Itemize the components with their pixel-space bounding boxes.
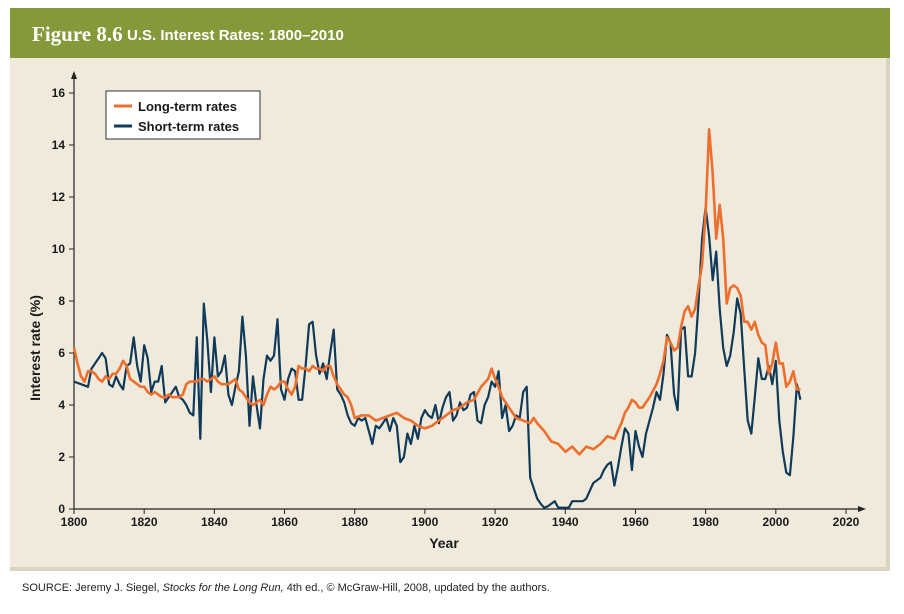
x-tick-label: 1840 <box>201 515 228 529</box>
y-axis-arrow <box>71 71 77 79</box>
y-tick-label: 4 <box>58 398 65 412</box>
y-tick-label: 6 <box>58 346 65 360</box>
y-tick-label: 8 <box>58 294 65 308</box>
chart-panel: 1800 1820 1840 1860 1880 1900 1920 1940 1960 1980… <box>10 58 890 571</box>
source-prefix: SOURCE: Jeremy J. Siegel, <box>22 582 163 594</box>
x-tick-label: 2000 <box>762 515 789 529</box>
y-tick-label: 14 <box>52 138 66 152</box>
legend-label-short-term: Short-term rates <box>138 119 239 134</box>
legend-label-long-term: Long-term rates <box>138 99 237 114</box>
y-axis-title: Interest rate (%) <box>27 295 43 401</box>
source-book-title: Stocks for the Long Run, <box>162 582 284 594</box>
x-tick-label: 1820 <box>131 515 158 529</box>
x-axis-title: Year <box>429 535 459 551</box>
legend-box <box>105 90 261 140</box>
x-tick-label: 1920 <box>482 515 509 529</box>
series-line-short-term <box>73 206 802 509</box>
x-tick-label: 1980 <box>692 515 719 529</box>
x-tick-label: 1800 <box>61 515 88 529</box>
y-tick-label: 2 <box>58 450 65 464</box>
y-tick-label: 10 <box>52 242 66 256</box>
source-suffix: 4th ed., © McGraw-Hill, 2008, updated by… <box>283 582 550 594</box>
figure-header: Figure 8.6 U.S. Interest Rates: 1800–201… <box>10 8 890 58</box>
x-tick-label: 1960 <box>622 515 649 529</box>
y-tick-label: 12 <box>52 190 66 204</box>
line-chart: 1800 1820 1840 1860 1880 1900 1920 1940 1960 1980… <box>27 71 866 551</box>
figure-label: Figure 8.6 <box>32 22 123 46</box>
x-axis-arrow <box>858 506 866 512</box>
x-tick-label: 1940 <box>552 515 579 529</box>
legend: Long-term rates Short-term rates <box>105 90 261 140</box>
series-layer <box>72 128 802 509</box>
y-tick-label: 16 <box>52 86 66 100</box>
x-tick-label: 1880 <box>341 515 368 529</box>
source-note: SOURCE: Jeremy J. Siegel, Stocks for the… <box>22 582 550 594</box>
x-tick-label: 1900 <box>412 515 439 529</box>
figure-title: U.S. Interest Rates: 1800–2010 <box>127 27 344 44</box>
x-tick-label: 1860 <box>271 515 298 529</box>
x-tick-label: 2020 <box>833 515 860 529</box>
axes: 1800 1820 1840 1860 1880 1900 1920 1940 1960 1980… <box>52 71 866 529</box>
series-line-long-term <box>72 128 801 456</box>
y-tick-label: 0 <box>58 502 65 516</box>
